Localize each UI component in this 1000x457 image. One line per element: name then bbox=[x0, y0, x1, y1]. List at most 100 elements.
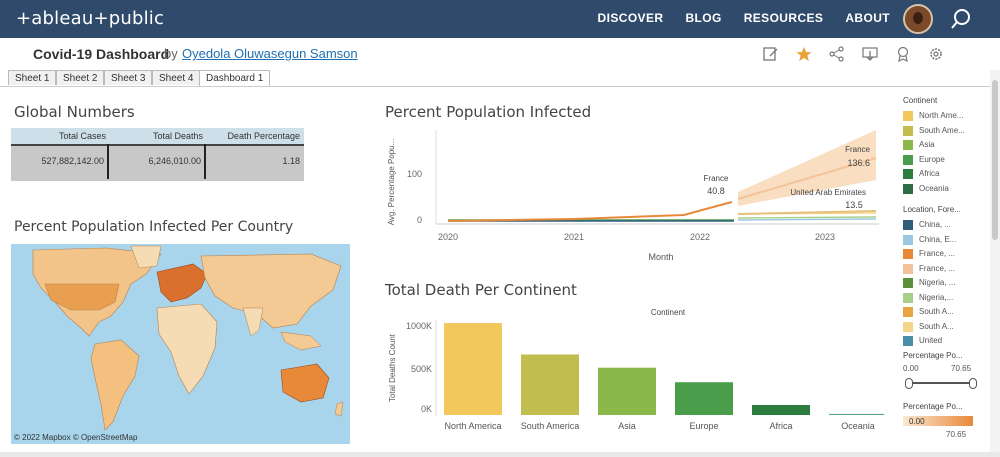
download-icon[interactable] bbox=[861, 46, 879, 62]
legend-location-item-label: China, ... bbox=[919, 220, 952, 229]
line-x-tick-2022: 2022 bbox=[690, 232, 710, 242]
pct-color-max: 70.65 bbox=[946, 430, 967, 439]
badge-icon[interactable] bbox=[894, 46, 912, 62]
scrollbar-thumb[interactable] bbox=[992, 80, 998, 240]
pct-slider-handle-min[interactable] bbox=[905, 378, 913, 389]
header-total-deaths: Total Deaths bbox=[152, 131, 203, 141]
france-forecast-band bbox=[738, 130, 876, 206]
annotation-france-label: France bbox=[704, 174, 729, 183]
pct-range-slider-track[interactable] bbox=[907, 382, 973, 384]
legend-continent-item-swatch bbox=[903, 154, 913, 165]
southeast-asia-islands bbox=[280, 331, 322, 351]
legend-continent-item-label: Africa bbox=[919, 169, 940, 178]
map-canvas bbox=[32, 245, 344, 431]
favorite-star-icon[interactable] bbox=[795, 46, 813, 62]
south-america-landmass bbox=[90, 339, 140, 431]
bar-north-america[interactable] bbox=[444, 323, 502, 415]
bar-y-axis-label: Total Deaths Count bbox=[388, 333, 397, 402]
pct-filter-min: 0.00 bbox=[903, 364, 919, 373]
baseline-series-line bbox=[737, 218, 877, 221]
legend-location-item-swatch bbox=[903, 321, 913, 332]
value-death-percentage: 1.18 bbox=[282, 156, 300, 166]
legend-location-item-label: Nigeria,... bbox=[919, 292, 954, 302]
legend-percentage-color-title: Percentage Po... bbox=[903, 402, 963, 411]
edit-icon[interactable] bbox=[762, 46, 780, 62]
tab-sheet-2[interactable]: Sheet 2 bbox=[56, 70, 105, 85]
legend-continent-item-label: Oceania bbox=[919, 183, 949, 193]
tab-sheet-4[interactable]: Sheet 4 bbox=[152, 70, 201, 85]
tableau-public-logo[interactable]: +ableau+public bbox=[16, 8, 165, 29]
bar-category-label: Oceania bbox=[841, 421, 875, 431]
bottom-scrollbar[interactable] bbox=[0, 452, 1000, 457]
page-scrollbar[interactable] bbox=[990, 70, 1000, 457]
sheet-tabs: Sheet 1 Sheet 2 Sheet 3 Sheet 4 Dashboar… bbox=[0, 70, 1000, 87]
legend-continent-item-swatch bbox=[903, 140, 913, 150]
nav-about[interactable]: ABOUT bbox=[845, 11, 890, 25]
pct-color-min: 0.00 bbox=[909, 417, 925, 426]
legend-location-item-label: South A... bbox=[919, 321, 954, 331]
bar-y-tick-500k: 500K bbox=[411, 364, 432, 374]
bar-oceania[interactable] bbox=[829, 413, 884, 415]
legend-location-item-swatch bbox=[903, 249, 913, 259]
bar-africa[interactable] bbox=[752, 404, 810, 415]
greenland-landmass bbox=[130, 245, 162, 269]
legend-continent-item-swatch bbox=[903, 111, 913, 121]
bar-europe[interactable] bbox=[675, 382, 733, 415]
header-death-percentage: Death Percentage bbox=[227, 131, 300, 141]
bar-chart[interactable]: Continent Total Deaths Count 0K 500K 100… bbox=[384, 302, 884, 442]
legend-location-item-swatch bbox=[903, 336, 913, 346]
legend-location-item-swatch bbox=[903, 292, 913, 303]
table-value-row bbox=[11, 144, 304, 181]
bar-category-label: Africa bbox=[769, 421, 792, 431]
bar-asia[interactable] bbox=[598, 367, 656, 415]
bar-y-tick-1000k: 1000K bbox=[406, 321, 432, 331]
legend-continent-item-swatch bbox=[903, 183, 913, 194]
asia-landmass bbox=[200, 253, 342, 329]
usa-region bbox=[44, 283, 120, 311]
header-total-cases: Total Cases bbox=[58, 131, 106, 141]
bar-south-america[interactable] bbox=[521, 354, 579, 415]
legend-location-item-label: Nigeria, ... bbox=[919, 278, 956, 287]
global-numbers-title: Global Numbers bbox=[14, 103, 135, 121]
share-icon[interactable] bbox=[828, 46, 846, 62]
legend-location-item-label: South A... bbox=[919, 307, 954, 316]
annotation-france-value: 40.8 bbox=[707, 186, 725, 196]
author-link[interactable]: Oyedola Oluwasegun Samson bbox=[182, 46, 358, 61]
value-total-cases: 527,882,142.00 bbox=[41, 156, 104, 166]
legend-continent-item-swatch bbox=[903, 125, 913, 136]
baseline-series-line bbox=[737, 216, 877, 219]
legend-continent-item-label: Asia bbox=[919, 140, 935, 149]
annotation-france-forecast-label: France bbox=[845, 145, 870, 154]
annotation-france-forecast-value: 136.6 bbox=[847, 158, 870, 168]
line-x-axis-label: Month bbox=[648, 252, 673, 262]
line-x-tick-2020: 2020 bbox=[438, 232, 458, 242]
author-prefix: by bbox=[164, 46, 178, 61]
nav-discover[interactable]: DISCOVER bbox=[597, 11, 664, 25]
settings-gear-icon[interactable] bbox=[927, 46, 945, 62]
tab-sheet-3[interactable]: Sheet 3 bbox=[104, 70, 153, 85]
line-y-tick-0: 0 bbox=[417, 215, 422, 225]
europe-landmass bbox=[156, 263, 208, 303]
tab-dashboard-1[interactable]: Dashboard 1 bbox=[199, 70, 271, 86]
pct-slider-handle-max[interactable] bbox=[969, 378, 977, 389]
line-chart[interactable]: Avg. Percentage Popu... 0 100 2020 2021 … bbox=[384, 122, 884, 267]
world-map[interactable] bbox=[11, 244, 350, 444]
nav-blog[interactable]: BLOG bbox=[685, 11, 722, 25]
search-icon[interactable] bbox=[950, 8, 972, 30]
tab-sheet-1[interactable]: Sheet 1 bbox=[8, 70, 57, 85]
bar-legend-title: Continent bbox=[651, 308, 686, 317]
line-y-axis-label: Avg. Percentage Popu... bbox=[387, 139, 396, 226]
legend-location-item-swatch bbox=[903, 220, 913, 230]
line-y-tick-100: 100 bbox=[407, 169, 422, 179]
annotation-uae-label: United Arab Emirates bbox=[790, 188, 866, 197]
user-avatar[interactable] bbox=[903, 4, 933, 34]
nav-resources[interactable]: RESOURCES bbox=[743, 11, 824, 25]
legend-location-item-swatch bbox=[903, 307, 913, 317]
bar-category-label: South America bbox=[521, 421, 580, 431]
legend-location-item-label: France, ... bbox=[919, 263, 956, 273]
map-attribution[interactable]: © 2022 Mapbox © OpenStreetMap bbox=[14, 433, 138, 442]
legend-continent-item-label: South Ame... bbox=[919, 125, 965, 135]
legend-location-item-label: United bbox=[919, 336, 943, 345]
legend-continent-item-label: North Ame... bbox=[919, 111, 964, 120]
line-chart-title: Percent Population Infected bbox=[385, 103, 592, 121]
